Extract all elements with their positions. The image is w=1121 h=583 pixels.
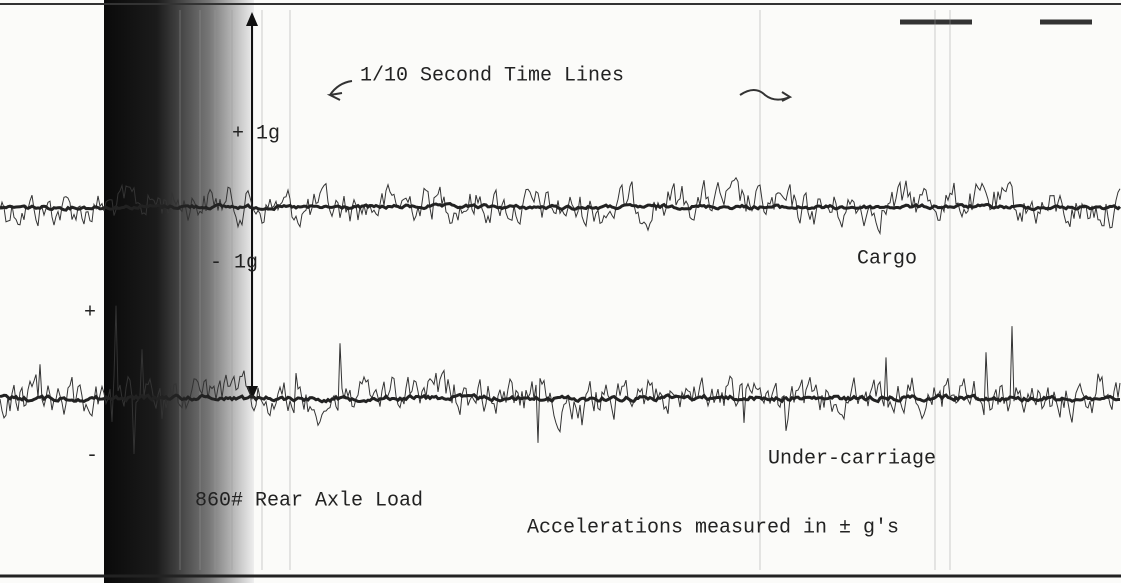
trace-label: Under-carriage [768, 447, 936, 470]
sign-label: - [86, 444, 98, 467]
note: Accelerations measured in ± g's [527, 516, 899, 539]
sign-label: + [84, 301, 96, 324]
exposure-band [104, 0, 254, 583]
caption: 1/10 Second Time Lines [360, 64, 624, 87]
under-carriage-baseline [0, 392, 1120, 404]
note: 860# Rear Axle Load [195, 489, 423, 512]
traces [0, 176, 1121, 455]
time-lines [179, 10, 951, 570]
under-carriage-trace [0, 305, 1121, 455]
cargo-trace [0, 176, 1121, 236]
trace-label: Cargo [857, 247, 917, 270]
scale-label: + 1g [232, 122, 280, 145]
right-arrow [739, 89, 793, 102]
left-arrow [326, 80, 353, 101]
cargo-baseline [0, 202, 1121, 212]
scale-label: - 1g [210, 251, 258, 274]
